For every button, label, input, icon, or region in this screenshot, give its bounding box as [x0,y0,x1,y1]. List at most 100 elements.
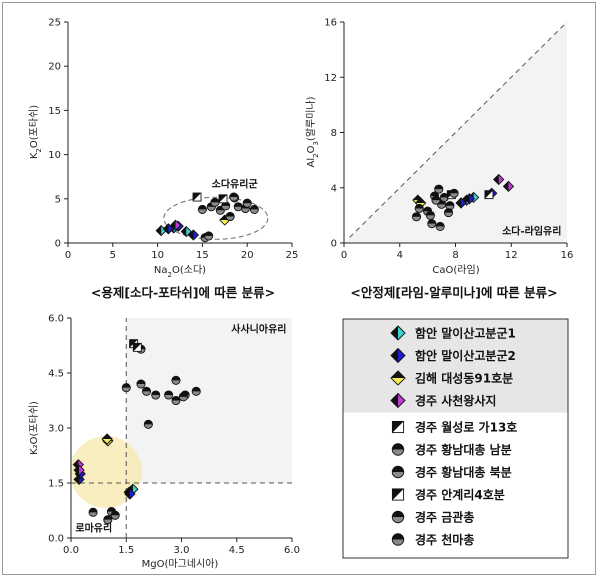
c3-point [171,395,181,406]
legend-marker [391,465,405,479]
c2-xlabel: CaO(라임) [432,263,479,276]
c2-xtick-label: 16 [561,250,574,261]
legend-marker [391,443,405,456]
c2-point [414,203,424,214]
c3-xtick-label: 1.5 [118,545,134,556]
legend-label: 경주 황남대총 남분 [415,442,512,457]
legend-highlight-band [343,319,568,413]
c3-point [151,390,161,400]
legend-marker [391,510,405,524]
figure-frame [2,2,596,575]
c1-point [192,192,202,202]
legend-item: 경주 황남대총 남분 [391,442,512,457]
legend-label: 경주 사천왕사지 [415,393,496,408]
c3-annotation-sasanian: 사사니아유리 [231,323,286,336]
chart2-caption: <안정제[라임-알루미나]에 따른 분류> [350,285,557,300]
c3-sasanian-region [126,318,292,483]
legend-marker [390,392,406,409]
c3-point [136,379,146,389]
c2-point [425,210,435,220]
legend-item: 김해 대성동91호분 [390,370,513,386]
c3-point [110,510,120,520]
legend-label: 경주 천마총 [415,532,474,547]
c3-xtick-label: 3.0 [174,545,190,556]
c3-point [121,383,131,393]
c2-point [434,184,444,194]
c2-xtick-label: 0 [341,250,347,261]
c2-xtick-label: 4 [397,250,403,261]
c2-point [445,201,455,211]
c3-highlight-halo [69,436,142,508]
c3-xlabel: MgO(마그네시아) [142,558,219,570]
legend-marker [390,325,406,341]
c3-ytick-label: 1.5 [48,479,64,490]
legend-label: 함안 말이산고분군1 [415,326,516,341]
legend-marker [390,370,406,386]
c1-point [242,198,252,208]
legend-label: 경주 안계리4호분 [415,487,505,502]
c1-point [169,219,182,231]
c1-xlabel: Na2O(소다) [154,264,206,279]
c3-xtick-label: 0.0 [63,545,79,556]
c3-xtick-label: 6.0 [284,545,300,556]
c2-point [449,188,459,198]
legend-marker [390,347,406,364]
c2-point [431,195,441,205]
c3-ytick-label: 3.0 [48,424,64,435]
legend-item: 경주 황남대총 북분 [391,465,512,480]
c2-point [463,193,476,205]
chart-lime-alumina: 0 4 8 12 160481216CaO(라임)Al2O3(알루미나)소다-라임유리 … [305,18,573,301]
legend-label: 경주 금관총 [415,510,474,525]
c3-point [73,464,85,476]
c2-ytick-label: 12 [324,73,337,84]
c3-point [132,342,142,352]
c3-point [103,515,113,525]
legend-marker [391,420,405,434]
c1-xtick-label: 15 [196,250,209,261]
c1-ytick-label: 15 [48,106,61,117]
c2-point [435,221,445,231]
c1-point [249,204,259,214]
chart-magnesia-potash: 0.0 1.5 3.0 4.5 6.0 0.0 1.5 3.0 4.5 6.0 사사니아유리로마유리… [28,314,300,571]
c1-point [229,192,239,202]
c1-ytick-label: 10 [48,150,61,161]
c2-xtick-label: 12 [505,250,518,261]
c1-ytick-label: 0 [55,239,61,250]
c3-point [178,392,188,402]
legend-label: 경주 월성로 가13호 [415,420,517,435]
legend-label: 경주 황남대총 북분 [415,465,512,480]
legend-label: 김해 대성동91호분 [415,371,513,386]
legend-item: 경주 천마총 [391,532,474,547]
c1-annotation: 소다유리군 [212,177,258,190]
legend-item: 함안 말이산고분군2 [390,347,516,364]
c1-point [187,229,200,241]
legend-item: 함안 말이산고분군1 [390,325,516,341]
legend-item: 경주 안계리4호분 [391,487,505,502]
c2-point [493,173,505,186]
c1-ytick-label: 20 [48,62,61,73]
c2-xtick-label: 8 [452,250,458,261]
c3-annotation-roman: 로마유리 [75,521,112,534]
c1-point [218,194,228,204]
c3-point [191,386,201,396]
c3-point [101,433,113,445]
c2-point [427,219,437,229]
c1-point [204,231,214,241]
c2-point [439,192,449,202]
c1-xtick-label: 10 [151,250,164,261]
legend-marker [391,488,405,501]
c3-xtick-label: 4.5 [229,545,245,556]
c3-ytick-label: 0.0 [48,534,64,545]
c2-point [443,208,454,218]
c3-point [164,390,174,400]
c1-xtick-label: 20 [241,250,254,261]
c3-ytick-label: 6.0 [48,314,64,325]
c3-point [143,419,153,429]
legend-marker [391,533,405,546]
c1-ylabel: K2O(포타쉬) [28,105,43,159]
legend-item: 경주 월성로 가13호 [391,420,517,435]
c2-ylabel: Al2O3(알루미나) [305,96,320,167]
c2-ytick-label: 16 [324,18,337,29]
c1-xtick-label: 5 [110,250,116,261]
